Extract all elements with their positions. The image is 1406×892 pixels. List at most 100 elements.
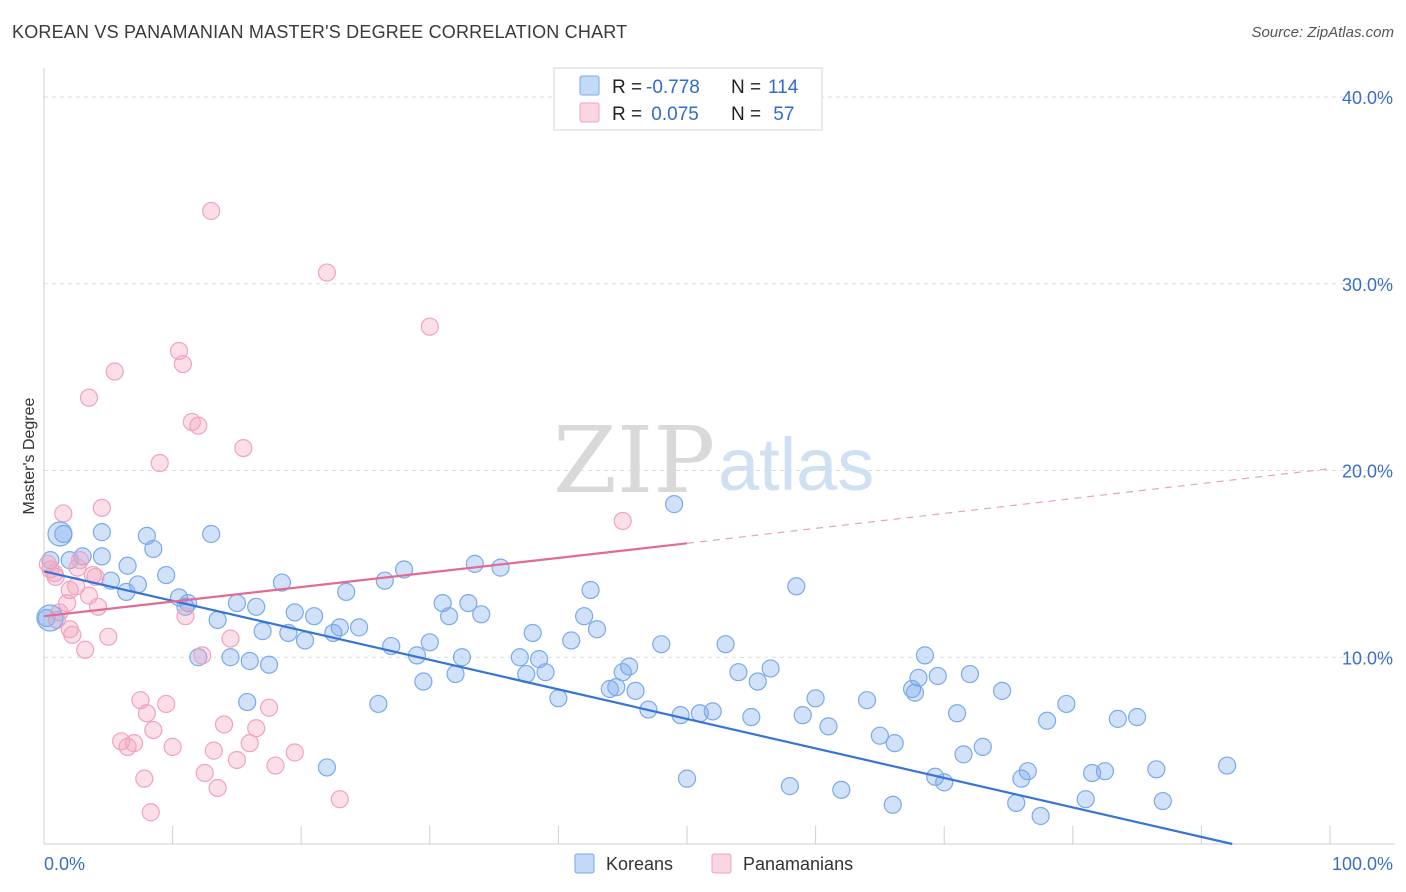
koreans-point bbox=[1018, 762, 1037, 781]
koreans-point bbox=[677, 769, 697, 788]
bottom-legend-swatch-koreans bbox=[574, 853, 595, 874]
koreans-point bbox=[1147, 760, 1166, 779]
x-tick-label-1: 100.0% bbox=[1332, 854, 1393, 874]
koreans-trend-line bbox=[43, 570, 1233, 846]
koreans-point bbox=[375, 571, 394, 590]
y-tick-label-3: 40.0% bbox=[1342, 88, 1393, 108]
koreans-point bbox=[414, 672, 433, 691]
koreans-point bbox=[870, 726, 890, 745]
koreans-point bbox=[857, 691, 877, 710]
legend-r-value-koreans: -0.778 bbox=[646, 77, 700, 98]
koreans-point bbox=[587, 620, 607, 639]
panamanians-point bbox=[99, 627, 118, 646]
koreans-point bbox=[626, 681, 645, 700]
koreans-point-large bbox=[47, 521, 73, 547]
koreans-point bbox=[240, 651, 259, 671]
y-axis-label: Master's Degree bbox=[21, 397, 38, 514]
koreans-point bbox=[748, 672, 767, 691]
y-tick-label-2: 30.0% bbox=[1342, 275, 1393, 295]
koreans-point bbox=[144, 539, 163, 559]
koreans-point bbox=[787, 577, 806, 596]
koreans-point bbox=[536, 663, 555, 682]
koreans-point bbox=[337, 582, 356, 601]
koreans-point bbox=[459, 593, 478, 613]
koreans-point bbox=[947, 704, 967, 723]
panamanians-point bbox=[204, 741, 223, 760]
koreans-point bbox=[202, 524, 221, 544]
panamanians-point bbox=[79, 388, 99, 407]
koreans-point bbox=[1076, 790, 1095, 809]
panamanians-point bbox=[137, 704, 156, 723]
bottom-legend-label-panamanians: Panamanians bbox=[743, 854, 853, 874]
watermark-zip: ZIP bbox=[553, 407, 715, 514]
koreans-point bbox=[118, 556, 137, 575]
koreans-point bbox=[92, 547, 111, 566]
panamanians-trend-extension bbox=[686, 468, 1331, 544]
koreans-point bbox=[806, 689, 825, 708]
koreans-point bbox=[729, 663, 748, 682]
koreans-point bbox=[793, 706, 812, 725]
koreans-point bbox=[761, 659, 780, 678]
panamanians-point bbox=[88, 597, 108, 616]
x-tick-labels: 0.0% 100.0% bbox=[44, 854, 1393, 874]
koreans-point bbox=[420, 633, 439, 652]
chart-title: KOREAN VS PANAMANIAN MASTER'S DEGREE COR… bbox=[12, 22, 628, 42]
panamanians-point bbox=[317, 263, 337, 282]
koreans-point bbox=[285, 603, 304, 622]
panamanians-point bbox=[420, 317, 439, 336]
koreans-point bbox=[157, 565, 176, 585]
koreans-point bbox=[238, 692, 257, 712]
legend-r-value-panamanians: 0.075 bbox=[646, 104, 699, 125]
koreans-point bbox=[549, 689, 568, 708]
koreans-point bbox=[259, 655, 279, 674]
panamanians-point bbox=[195, 763, 214, 783]
koreans-point bbox=[1095, 762, 1115, 781]
panamanians-point bbox=[208, 778, 227, 798]
koreans-point bbox=[253, 622, 272, 641]
legend-n-label-koreans: N = bbox=[731, 77, 761, 98]
koreans-point bbox=[1218, 756, 1237, 775]
koreans-point bbox=[915, 646, 935, 665]
panamanians-point bbox=[135, 769, 154, 788]
koreans-point bbox=[1057, 694, 1076, 714]
panamanians-point bbox=[157, 694, 176, 714]
koreans-point bbox=[247, 597, 266, 616]
trend-lines bbox=[43, 468, 1331, 846]
koreans-point bbox=[221, 648, 240, 667]
panamanians-point bbox=[330, 790, 349, 809]
bottom-legend: Koreans Panamanians bbox=[574, 853, 853, 874]
panamanians-point bbox=[193, 646, 212, 665]
koreans-point bbox=[581, 580, 600, 600]
panamanians-point bbox=[124, 734, 144, 753]
koreans-point bbox=[780, 777, 799, 796]
koreans-point bbox=[1108, 709, 1127, 728]
bottom-legend-swatch-panamanians bbox=[711, 853, 732, 874]
grid-lines bbox=[44, 96, 1395, 658]
koreans-point bbox=[394, 560, 414, 579]
koreans-point bbox=[716, 635, 735, 654]
koreans-point bbox=[92, 523, 111, 542]
koreans-point bbox=[1012, 769, 1031, 788]
koreans-point bbox=[819, 717, 838, 736]
koreans-point bbox=[832, 780, 851, 799]
legend-swatch-koreans bbox=[579, 75, 600, 96]
watermark: ZIP atlas bbox=[553, 407, 874, 514]
koreans-point bbox=[575, 607, 594, 626]
legend-n-value-panamanians: 57 bbox=[768, 104, 794, 125]
watermark-atlas: atlas bbox=[718, 423, 874, 506]
legend-r-label-panamanians: R = bbox=[612, 104, 642, 125]
legend-n-value-koreans: 114 bbox=[768, 77, 799, 98]
y-tick-labels: 10.0% 20.0% 30.0% 40.0% bbox=[1342, 88, 1393, 668]
koreans-point bbox=[330, 618, 349, 637]
chart-source: Source: ZipAtlas.com bbox=[1251, 24, 1394, 41]
koreans-point bbox=[465, 554, 484, 573]
panamanians-point bbox=[144, 720, 163, 740]
koreans-point bbox=[439, 607, 459, 626]
legend-n-label-panamanians: N = bbox=[731, 104, 761, 125]
koreans-point bbox=[620, 657, 639, 676]
koreans-point bbox=[510, 648, 529, 667]
koreans-point bbox=[523, 623, 542, 643]
koreans-point bbox=[885, 734, 904, 753]
bottom-legend-label-koreans: Koreans bbox=[606, 854, 673, 874]
